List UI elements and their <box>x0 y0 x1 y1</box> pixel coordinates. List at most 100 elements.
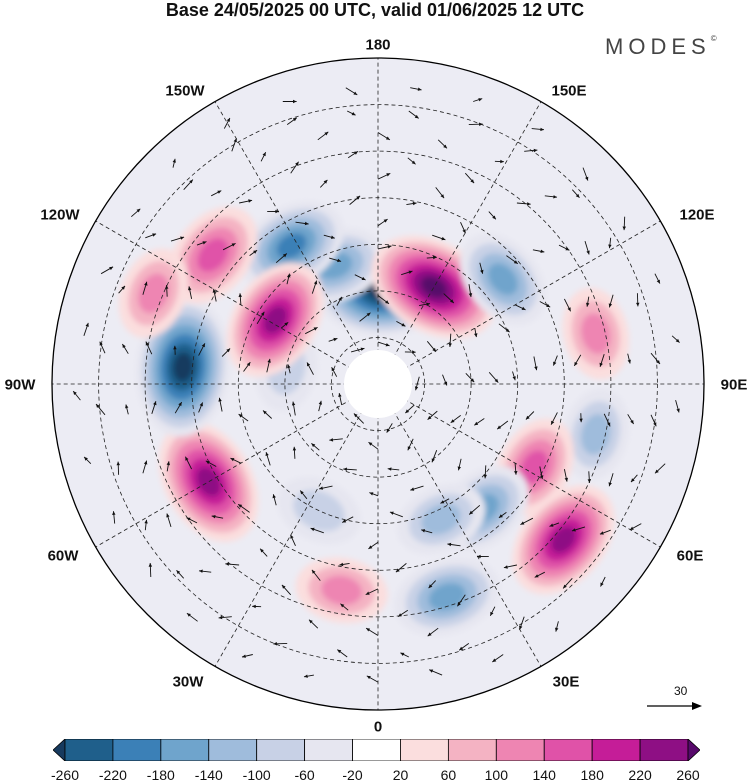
wind-arrow <box>426 255 437 260</box>
wind-arrow <box>555 621 559 632</box>
wind-arrow <box>550 412 558 425</box>
wind-arrow <box>186 517 198 524</box>
wind-arrow <box>473 98 483 102</box>
lon-label-60w: 60W <box>47 547 79 565</box>
wind-arrow <box>310 527 324 534</box>
wind-arrow <box>498 512 507 519</box>
wind-arrow <box>474 328 478 338</box>
wind-arrow <box>636 293 640 307</box>
wind-arrow <box>427 410 438 420</box>
wind-arrow <box>311 569 321 581</box>
wind-arrow <box>365 588 379 596</box>
wind-arrow <box>421 529 433 534</box>
map-boundary <box>51 57 705 711</box>
colorbar-swatch <box>352 739 401 761</box>
colorbar-tick-label: 220 <box>628 767 652 783</box>
wind-arrow <box>183 179 194 191</box>
wind-arrow <box>131 208 141 218</box>
wind-arrow <box>282 99 297 104</box>
wind-arrow <box>99 341 106 354</box>
wind-arrow <box>520 517 534 526</box>
wind-arrow <box>582 167 589 181</box>
wind-arrow <box>252 604 262 609</box>
wind-arrow <box>188 286 193 299</box>
wind-arrow <box>173 345 177 355</box>
wind-arrow <box>396 321 406 327</box>
colorbar-tick-label: 60 <box>440 767 457 783</box>
brand-logo: MODES© <box>605 34 717 60</box>
wind-arrow <box>280 321 289 329</box>
colorbar-swatch <box>160 739 210 761</box>
wind-arrow <box>654 273 661 284</box>
wind-arrow <box>532 249 545 253</box>
colorbar-tick-label: -60 <box>294 767 315 783</box>
colorbar-swatch <box>687 739 700 761</box>
wind-arrow <box>308 619 319 629</box>
wind-arrow <box>292 446 297 459</box>
wind-arrow <box>407 157 416 165</box>
wind-arrow <box>306 362 314 375</box>
colorbar-tick-label: -180 <box>146 767 175 783</box>
wind-arrow <box>468 284 473 298</box>
wind-arrow <box>290 534 296 546</box>
wind-arrow <box>549 522 560 527</box>
wind-arrow <box>410 485 424 491</box>
anomaly-field <box>118 201 630 636</box>
wind-arrow <box>151 401 157 414</box>
wind-arrow <box>400 652 410 658</box>
wind-arrow <box>450 415 461 424</box>
latitude-circle <box>144 150 612 618</box>
wind-arrow <box>608 294 614 308</box>
wind-arrow <box>225 562 240 566</box>
anomaly-center <box>562 287 630 380</box>
wind-arrow <box>458 643 470 651</box>
wind-arrow <box>414 376 420 391</box>
wind-arrow <box>429 669 443 676</box>
polar-cap <box>344 350 412 418</box>
wind-arrow <box>654 463 666 474</box>
wind-arrow <box>260 151 267 162</box>
wind-arrow <box>286 117 298 125</box>
wind-arrow <box>318 400 322 412</box>
wind-arrow <box>266 358 271 373</box>
wind-arrow <box>211 515 224 519</box>
wind-arrow <box>196 241 207 246</box>
wind-arrow <box>514 463 518 475</box>
lon-label-150e: 150E <box>551 82 587 100</box>
wind-arrow <box>404 404 415 414</box>
wind-arrow <box>346 110 356 116</box>
wind-arrow <box>311 443 320 451</box>
wind-arrow <box>142 460 148 474</box>
wind-arrow <box>544 195 558 199</box>
wind-arrow <box>365 627 379 636</box>
wind-arrow <box>479 262 484 274</box>
wind-arrow <box>339 562 350 567</box>
wind-arrow <box>506 255 519 265</box>
wind-arrow <box>340 603 349 611</box>
wind-arrow <box>552 355 558 366</box>
wind-arrow <box>295 221 309 226</box>
wind-arrow <box>377 245 392 250</box>
colorbar <box>53 739 700 761</box>
wind-arrow <box>571 189 580 199</box>
colorbar-swatch <box>304 739 353 761</box>
wind-arrow <box>531 127 545 132</box>
wind-arrow <box>186 612 198 622</box>
wind-arrow <box>468 504 481 515</box>
map-title: Base 24/05/2025 00 UTC, valid 01/06/2025… <box>165 0 585 20</box>
wind-arrow <box>144 519 148 531</box>
wind-arrow <box>671 335 680 343</box>
colorbar-swatch <box>591 739 641 761</box>
colorbar-tick-label: -260 <box>50 767 80 783</box>
latitude-circle <box>237 243 519 525</box>
wind-arrow <box>448 333 452 348</box>
lon-label-90e: 90E <box>720 376 748 394</box>
wind-vectors <box>72 87 680 683</box>
wind-arrow <box>519 616 525 630</box>
wind-arrow <box>166 461 170 472</box>
meridian <box>214 391 374 667</box>
wind-arrow <box>534 571 546 578</box>
meridian <box>95 220 371 380</box>
wind-arrow <box>291 401 296 416</box>
wind-arrow <box>496 420 509 430</box>
